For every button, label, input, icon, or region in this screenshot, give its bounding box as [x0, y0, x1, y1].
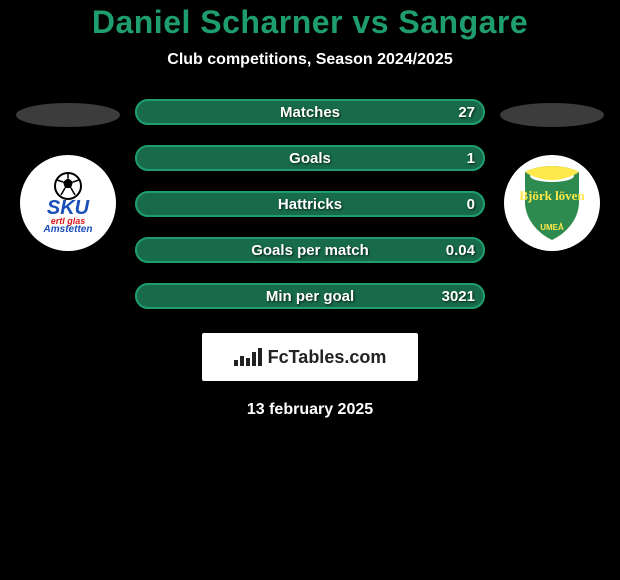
- player-photo-placeholder-left: [16, 103, 120, 127]
- stat-bar: Goals 1: [135, 145, 485, 171]
- brand-text: FcTables.com: [268, 347, 387, 368]
- footer: FcTables.com 13 february 2025: [0, 333, 620, 419]
- club-badge-right-shield: Björk löven UMEÅ: [507, 158, 597, 248]
- club-left-line3: Amstetten: [44, 225, 93, 235]
- stat-label: Goals: [289, 150, 331, 167]
- club-badge-left: SKU ertl glas Amstetten: [20, 155, 116, 251]
- right-column: Björk löven UMEÅ: [497, 99, 607, 251]
- stat-label: Hattricks: [278, 196, 342, 213]
- stats-column: Matches 27 Goals 1 Hattricks 0 Goals per match…: [135, 99, 485, 309]
- stat-label: Matches: [280, 104, 340, 121]
- date-text: 13 february 2025: [247, 401, 373, 419]
- stat-bar: Hattricks 0: [135, 191, 485, 217]
- page-title: Daniel Scharner vs Sangare: [0, 4, 620, 41]
- stat-value: 0: [467, 196, 475, 213]
- brand-box: FcTables.com: [202, 333, 418, 381]
- club-badge-right: Björk löven UMEÅ: [504, 155, 600, 251]
- stat-bar: Goals per match 0.04: [135, 237, 485, 263]
- stat-label: Min per goal: [266, 288, 354, 305]
- svg-text:Björk löven: Björk löven: [519, 188, 585, 203]
- subtitle: Club competitions, Season 2024/2025: [0, 51, 620, 69]
- stat-bar: Min per goal 3021: [135, 283, 485, 309]
- main-row: SKU ertl glas Amstetten Matches 27 Goals 1 H…: [0, 99, 620, 309]
- bar-chart-icon: [234, 348, 262, 366]
- svg-text:UMEÅ: UMEÅ: [540, 223, 564, 232]
- stat-value: 0.04: [446, 242, 475, 259]
- club-left-line1: SKU: [47, 199, 89, 217]
- stat-label: Goals per match: [251, 242, 369, 259]
- stat-value: 3021: [442, 288, 475, 305]
- left-column: SKU ertl glas Amstetten: [13, 99, 123, 251]
- comparison-infographic: Daniel Scharner vs Sangare Club competit…: [0, 0, 620, 419]
- stat-value: 27: [458, 104, 475, 121]
- stat-bar: Matches 27: [135, 99, 485, 125]
- stat-value: 1: [467, 150, 475, 167]
- player-photo-placeholder-right: [500, 103, 604, 127]
- club-badge-left-content: SKU ertl glas Amstetten: [44, 171, 93, 235]
